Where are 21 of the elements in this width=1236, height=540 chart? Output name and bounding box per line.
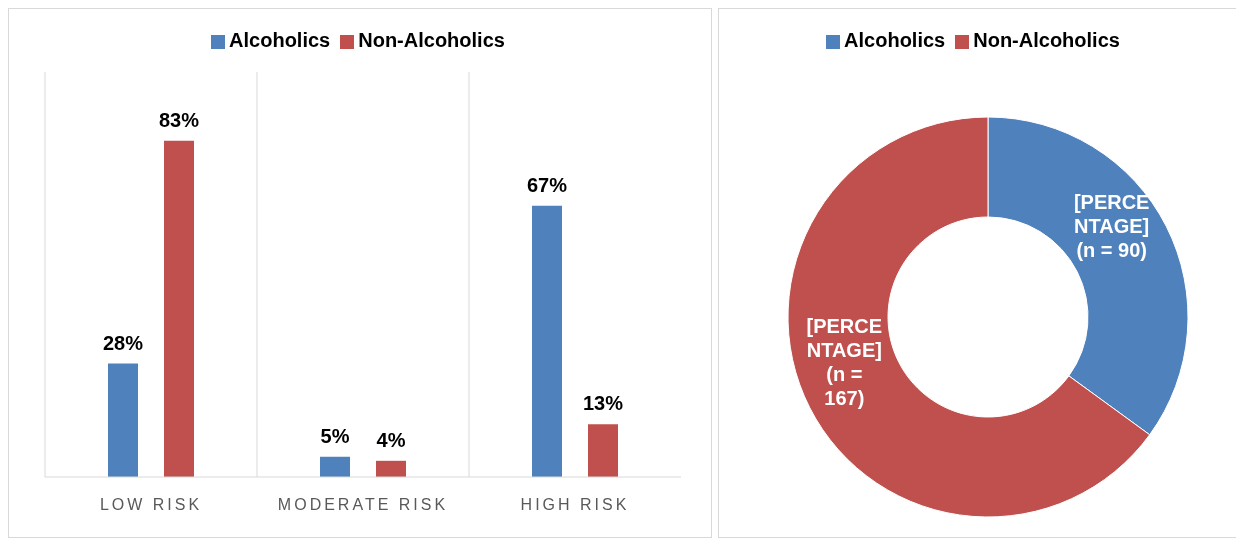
data-label: 4% bbox=[376, 428, 406, 451]
x-tick-label: LOW RISK bbox=[99, 496, 203, 514]
data-label: 83% bbox=[158, 108, 200, 131]
legend-label: Non-Alcoholics bbox=[973, 29, 1120, 51]
data-label: 67% bbox=[526, 173, 568, 196]
legend-label: Alcoholics bbox=[844, 29, 946, 51]
data-label: 28% bbox=[102, 331, 144, 354]
bar bbox=[108, 363, 138, 477]
bar bbox=[532, 205, 562, 477]
data-label: 5% bbox=[320, 424, 350, 447]
data-label: 13% bbox=[582, 392, 624, 415]
x-tick-label: HIGH RISK bbox=[520, 496, 630, 514]
legend-label: Alcoholics bbox=[229, 29, 331, 51]
bar bbox=[320, 456, 350, 477]
data-label: [PERCENTAGE] (n = 167) bbox=[806, 315, 883, 410]
x-tick-label: MODERATE RISK bbox=[277, 496, 449, 514]
bar bbox=[588, 424, 618, 477]
data-label: [PERCENTAGE] (n = 90) bbox=[1073, 190, 1150, 261]
bar bbox=[376, 460, 406, 477]
bar bbox=[164, 140, 194, 477]
legend-label: Non-Alcoholics bbox=[358, 29, 505, 51]
